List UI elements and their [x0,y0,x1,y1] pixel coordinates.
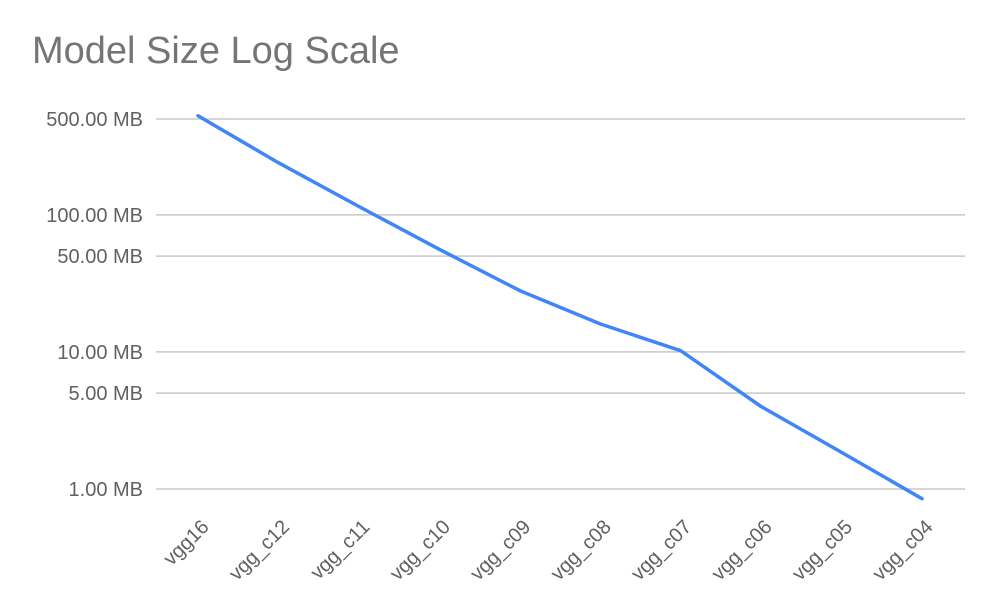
x-tick-label: vgg16 [159,516,213,570]
data-point [840,450,844,454]
data-point [437,247,441,251]
data-point [598,322,602,326]
x-tick-label: vgg_c07 [627,516,696,585]
x-tick-label: vgg_c08 [547,516,616,585]
data-point [518,289,522,293]
y-tick-label: 5.00 MB [69,383,143,405]
data-point [357,205,361,209]
x-tick-label: vgg_c04 [869,516,938,585]
y-tick-label: 500.00 MB [46,109,143,131]
x-axis-ticks: vgg16 vgg_c12 vgg_c11 vgg_c10 vgg_c09 vgg_c08… [159,516,937,585]
x-tick-label: vgg_c06 [708,516,777,585]
data-point [920,497,924,501]
x-tick-label: vgg_c11 [306,516,374,584]
y-tick-label: 1.00 MB [69,479,143,501]
x-tick-label: vgg_c05 [788,516,857,585]
data-point [679,349,683,353]
x-tick-label: vgg_c09 [466,516,535,585]
y-axis-ticks: 500.00 MB 100.00 MB 50.00 MB 10.00 MB 5.00 M… [46,109,143,501]
series-group [196,114,924,501]
gridlines [156,118,965,490]
chart-title: Model Size Log Scale [32,30,400,72]
series-line [196,114,924,501]
y-tick-label: 100.00 MB [46,205,143,227]
y-tick-label: 10.00 MB [57,342,143,364]
x-tick-label: vgg_c10 [386,516,455,585]
x-tick-label: vgg_c12 [225,516,294,585]
data-point [759,404,763,408]
data-point [196,114,200,118]
data-point [276,161,280,165]
y-tick-label: 50.00 MB [57,246,143,268]
